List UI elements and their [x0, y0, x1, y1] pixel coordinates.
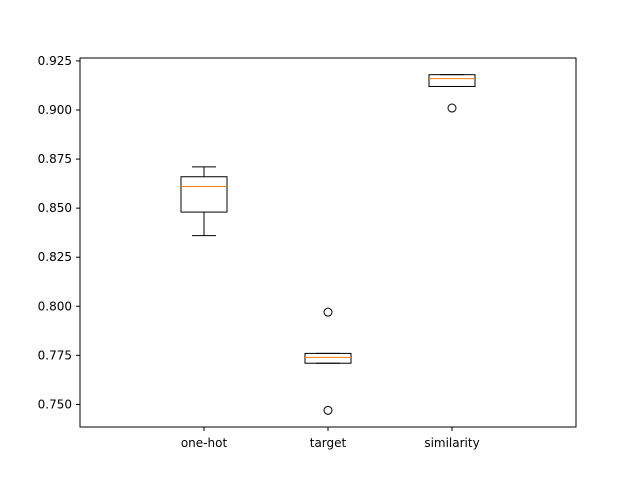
- y-tick-label: 0.775: [38, 348, 72, 362]
- y-tick-label: 0.750: [38, 397, 72, 411]
- x-tick-label: target: [310, 436, 347, 450]
- y-tick-label: 0.900: [38, 103, 72, 117]
- outlier-point: [447, 103, 457, 113]
- plot-area: [180, 74, 476, 415]
- x-tick-label: one-hot: [181, 436, 228, 450]
- box-group-one-hot: [180, 166, 228, 237]
- box-iqr: [180, 176, 228, 213]
- box-iqr: [428, 74, 476, 87]
- y-tick-label: 0.925: [38, 54, 72, 68]
- y-tick-label: 0.875: [38, 152, 72, 166]
- y-tick-label: 0.800: [38, 299, 72, 313]
- box-group-similarity: [428, 74, 476, 113]
- outlier-point: [323, 405, 333, 415]
- box-group-target: [304, 307, 352, 415]
- box-iqr: [304, 352, 352, 364]
- x-tick-label: similarity: [424, 436, 479, 450]
- outlier-point: [323, 307, 333, 317]
- y-tick-label: 0.850: [38, 201, 72, 215]
- axes: 0.750 0.775 0.800 0.825 0.850 0.875 0.900 0.925…: [38, 54, 577, 450]
- y-tick-label: 0.825: [38, 250, 72, 264]
